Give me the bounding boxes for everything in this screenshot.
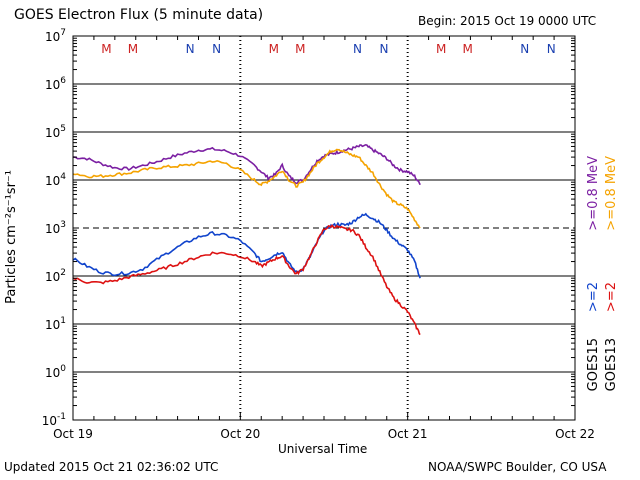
chart-title: GOES Electron Flux (5 minute data)	[14, 7, 264, 23]
mn-marker: N	[212, 42, 221, 56]
series-line	[72, 212, 421, 279]
x-tick-label: Oct 19	[53, 427, 93, 441]
mn-marker: N	[547, 42, 556, 56]
y-tick-label: 105	[45, 124, 66, 140]
y-tick-label: 103	[45, 220, 66, 236]
credit: NOAA/SWPC Boulder, CO USA	[428, 460, 607, 474]
x-tick-label: Oct 21	[388, 427, 428, 441]
x-tick-label: Oct 20	[220, 427, 260, 441]
mn-marker: N	[520, 42, 529, 56]
mn-marker: M	[101, 42, 111, 56]
mn-marker: M	[295, 42, 305, 56]
legend-goes13-sat: GOES13	[604, 338, 619, 392]
x-tick-label: Oct 22	[555, 427, 595, 441]
begin-time: Begin: 2015 Oct 19 0000 UTC	[418, 14, 597, 28]
y-tick-label: 104	[45, 172, 66, 188]
mn-marker: M	[462, 42, 472, 56]
mn-marker: N	[186, 42, 195, 56]
y-tick-label: 10-1	[42, 412, 66, 428]
y-axis-label: Particles cm⁻²s⁻¹sr⁻¹	[4, 170, 19, 304]
legend-goes15-sat: GOES15	[586, 338, 601, 392]
y-tick-label: 107	[45, 28, 66, 44]
mn-marker: M	[436, 42, 446, 56]
series-line	[72, 148, 421, 229]
y-tick-label: 106	[45, 76, 66, 92]
mn-marker: N	[353, 42, 362, 56]
series-line	[72, 224, 421, 336]
x-axis-label: Universal Time	[278, 442, 368, 456]
series-line	[72, 143, 421, 186]
mn-marker: M	[128, 42, 138, 56]
grid-layer	[73, 35, 575, 421]
y-axis-label-text: Particles cm⁻²s⁻¹sr⁻¹	[4, 170, 19, 304]
y-tick-label: 101	[45, 316, 66, 332]
legend-goes15-08: >=0.8 MeV	[586, 156, 601, 231]
y-tick-label: 102	[45, 268, 66, 284]
legend-goes15-2: >=2	[586, 282, 601, 313]
mn-marker: M	[269, 42, 279, 56]
mn-marker: N	[379, 42, 388, 56]
series-layer	[72, 143, 421, 336]
legend-goes13-2: >=2	[604, 282, 619, 313]
updated-time: Updated 2015 Oct 21 02:36:02 UTC	[4, 460, 219, 474]
y-tick-label: 100	[45, 364, 66, 380]
plot-frame	[72, 35, 576, 421]
legend-goes13-08: >=0.8 MeV	[604, 156, 619, 231]
